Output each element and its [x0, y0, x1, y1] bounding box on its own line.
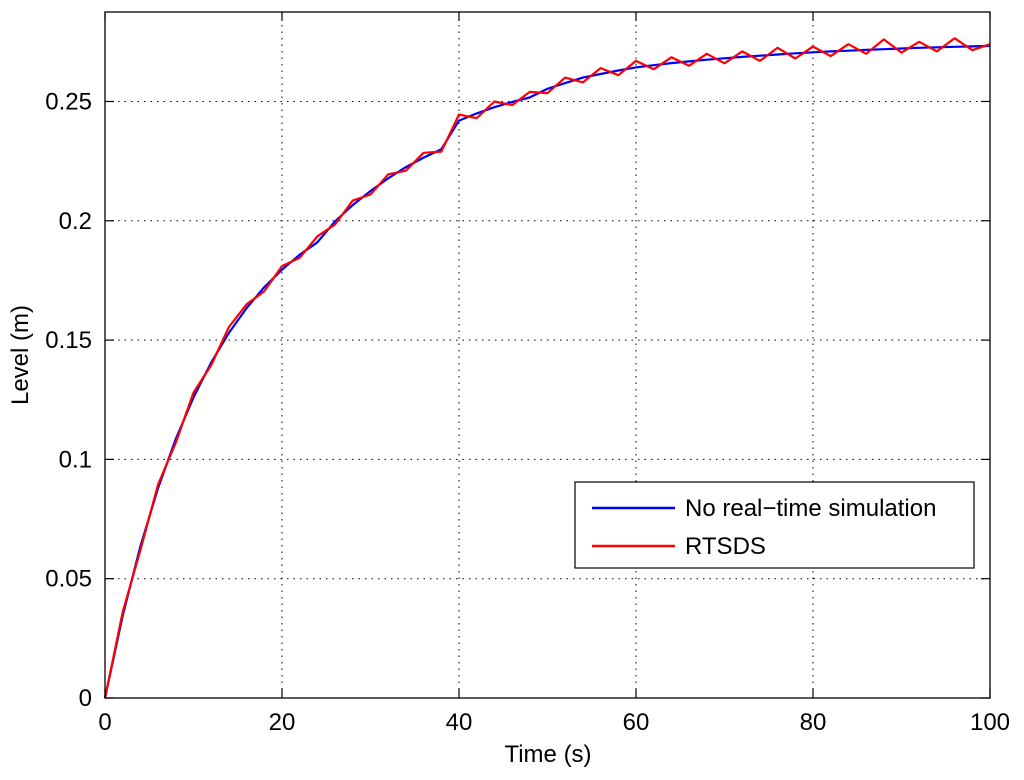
y-tick-label: 0.1 — [59, 446, 92, 473]
series-layer — [103, 37, 991, 699]
y-tick-label: 0.25 — [45, 88, 92, 115]
legend: No real−time simulation RTSDS — [574, 481, 975, 569]
y-axis-title: Level (m) — [7, 305, 34, 405]
axes-box — [104, 11, 991, 699]
y-tick-label: 0 — [79, 685, 92, 712]
series-line-rtsds — [103, 37, 991, 699]
legend-box — [574, 481, 975, 569]
grid-lines — [105, 12, 990, 698]
x-tick-label: 20 — [269, 709, 296, 736]
y-tick-label: 0.15 — [45, 327, 92, 354]
x-tick-label: 0 — [98, 709, 111, 736]
legend-label-no-real-time-simulation: No real−time simulation — [685, 495, 936, 522]
x-tick-label: 80 — [800, 709, 827, 736]
y-tick-label: 0.05 — [45, 566, 92, 593]
tick-labels: 0 20 40 60 80 100 0 0.05 0.1 0.15 0.2 0.25 — [45, 88, 1010, 736]
x-tick-label: 40 — [446, 709, 473, 736]
x-axis-title: Time (s) — [504, 741, 591, 768]
tick-marks — [104, 12, 991, 699]
plot-area — [105, 12, 990, 698]
legend-label-rtsds: RTSDS — [685, 533, 766, 560]
y-tick-label: 0.2 — [59, 208, 92, 235]
x-tick-label: 100 — [970, 709, 1010, 736]
x-tick-label: 60 — [623, 709, 650, 736]
